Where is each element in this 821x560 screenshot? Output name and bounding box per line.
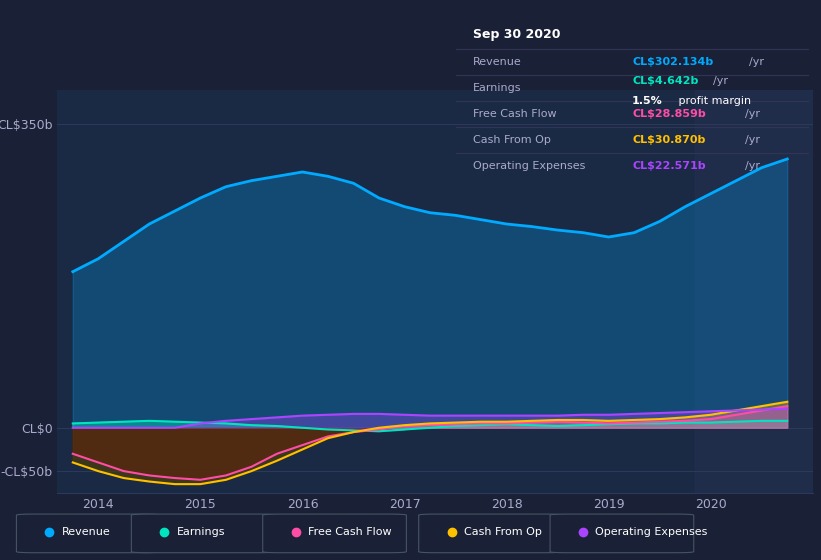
Text: CL$28.859b: CL$28.859b (632, 109, 706, 119)
Bar (695, 90, 813, 493)
Text: /yr: /yr (745, 161, 760, 171)
Text: Revenue: Revenue (474, 57, 522, 67)
Text: profit margin: profit margin (675, 96, 750, 106)
Text: /yr: /yr (749, 57, 764, 67)
FancyBboxPatch shape (263, 514, 406, 553)
Text: CL$302.134b: CL$302.134b (632, 57, 713, 67)
Text: Free Cash Flow: Free Cash Flow (308, 527, 392, 537)
Text: Cash From Op: Cash From Op (464, 527, 542, 537)
Text: CL$4.642b: CL$4.642b (632, 76, 699, 86)
Text: Operating Expenses: Operating Expenses (595, 527, 708, 537)
FancyBboxPatch shape (131, 514, 275, 553)
Text: /yr: /yr (745, 135, 760, 145)
Text: /yr: /yr (745, 109, 760, 119)
Text: CL$30.870b: CL$30.870b (632, 135, 705, 145)
Text: Earnings: Earnings (177, 527, 225, 537)
Text: Revenue: Revenue (62, 527, 110, 537)
Text: CL$22.571b: CL$22.571b (632, 161, 706, 171)
Text: Cash From Op: Cash From Op (474, 135, 551, 145)
Text: Free Cash Flow: Free Cash Flow (474, 109, 557, 119)
Text: Sep 30 2020: Sep 30 2020 (474, 27, 561, 41)
Text: 1.5%: 1.5% (632, 96, 663, 106)
FancyBboxPatch shape (419, 514, 562, 553)
Text: Earnings: Earnings (474, 83, 522, 93)
Text: /yr: /yr (713, 76, 728, 86)
FancyBboxPatch shape (16, 514, 160, 553)
FancyBboxPatch shape (550, 514, 694, 553)
Text: Operating Expenses: Operating Expenses (474, 161, 585, 171)
